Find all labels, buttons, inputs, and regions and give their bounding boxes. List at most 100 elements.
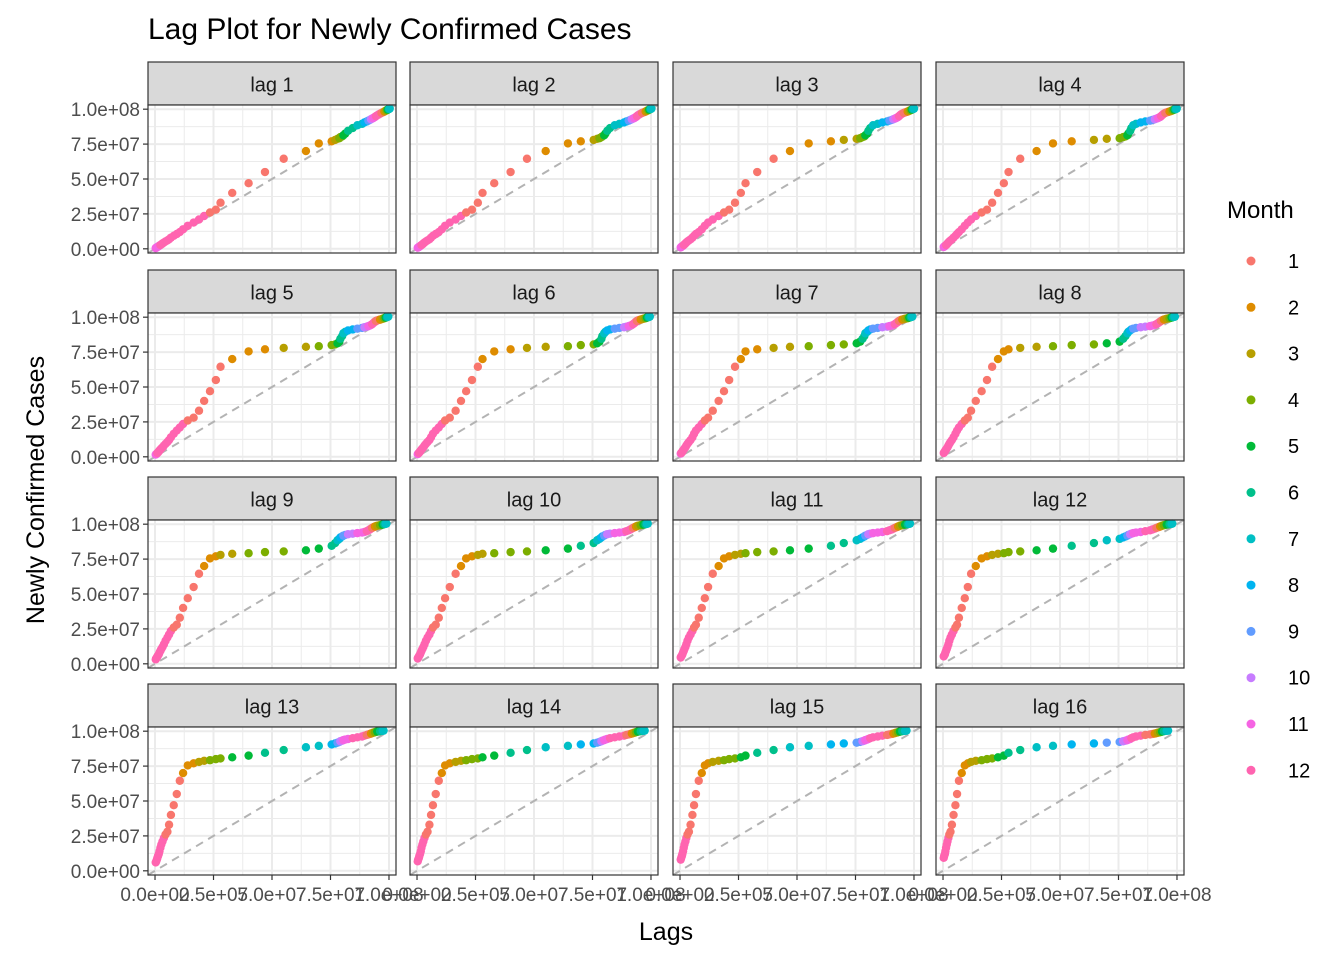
data-point: [708, 406, 717, 415]
x-tick-label: 1.0e+08: [879, 885, 948, 906]
data-point: [199, 396, 209, 406]
facet-strip: [935, 61, 1185, 106]
legend-label: 7: [1288, 529, 1299, 551]
data-point: [1102, 536, 1111, 545]
x-tick-label: 7.5e+07: [1084, 885, 1153, 906]
data-point: [1102, 738, 1111, 747]
data-point: [957, 768, 966, 778]
data-point: [724, 205, 734, 214]
facet-strip-label: lag 12: [1033, 490, 1088, 512]
data-point: [952, 789, 962, 799]
data-point: [689, 800, 699, 810]
data-point: [804, 139, 813, 148]
x-tick-label: 0.0e+00: [908, 885, 977, 906]
y-tick-label: 7.5e+07: [71, 550, 140, 571]
data-point: [1102, 134, 1111, 143]
reference-line: [672, 519, 922, 669]
data-point: [1032, 342, 1041, 351]
legend-item-8: 8: [1246, 575, 1299, 597]
data-point: [947, 820, 957, 829]
x-tick-label: 7.5e+07: [296, 885, 365, 906]
data-point: [260, 345, 270, 354]
facet-panel-lag-12: lag 12: [935, 476, 1185, 669]
data-point: [451, 406, 460, 415]
x-tick-label: 0.0e+00: [645, 885, 714, 906]
data-point: [166, 810, 176, 820]
data-point: [714, 396, 723, 406]
facet-panel-lag-4: lag 4: [935, 61, 1185, 254]
data-points: [151, 519, 391, 664]
data-point: [522, 343, 532, 353]
data-point: [382, 519, 391, 528]
legend-key: [1246, 256, 1256, 266]
facet-strip-label: lag 9: [250, 490, 293, 512]
data-point: [905, 519, 915, 528]
panel-border: [672, 312, 922, 462]
facet-strip: [935, 476, 1185, 521]
legend-label: 1: [1288, 251, 1299, 273]
legend-label: 5: [1288, 436, 1299, 458]
data-point: [954, 613, 964, 622]
data-point: [982, 205, 992, 214]
y-tick-label: 7.5e+07: [71, 343, 140, 364]
data-point: [1067, 740, 1076, 749]
data-point: [691, 620, 701, 629]
data-point: [301, 546, 311, 555]
data-point: [753, 345, 762, 354]
data-point: [1016, 745, 1025, 755]
data-point: [1048, 139, 1058, 148]
data-point: [993, 354, 1003, 364]
data-point: [490, 347, 499, 356]
facet-strip: [409, 269, 659, 314]
data-point: [228, 354, 237, 364]
reference-line: [672, 104, 922, 254]
legend-item-10: 10: [1246, 668, 1310, 690]
facet-strip-label: lag 15: [770, 697, 825, 719]
legend-item-11: 11: [1246, 714, 1309, 736]
data-point: [1048, 544, 1058, 553]
y-tick-label: 1.0e+08: [71, 722, 140, 743]
data-points: [151, 312, 393, 459]
data-point: [189, 582, 198, 592]
legend-item-7: 7: [1246, 529, 1299, 551]
legend-label: 12: [1288, 760, 1310, 782]
data-points: [151, 104, 394, 253]
data-point: [205, 386, 215, 396]
facet-panel-lag-3: lag 3: [672, 61, 922, 254]
data-points: [939, 312, 1180, 458]
data-points: [676, 519, 915, 662]
facet-panel-lag-14: lag 14 0.0e+002.5e+075.0e+077.5e+071.0e+0…: [382, 683, 686, 906]
data-point: [522, 547, 532, 556]
reference-line: [147, 726, 397, 876]
legend-title: Month: [1227, 197, 1294, 224]
gridlines: [936, 520, 1184, 668]
data-point: [785, 546, 795, 555]
data-point: [478, 354, 487, 364]
data-point: [730, 362, 740, 371]
data-point: [963, 582, 973, 592]
x-axis: 0.0e+002.5e+075.0e+077.5e+071.0e+08: [120, 875, 424, 906]
data-point: [478, 753, 487, 762]
facet-panel-lag-9: lag 9 0.0e+00 2.5e+07 5.0e+07 7.5e+07 1.0e+08: [71, 476, 397, 676]
reference-line: [409, 104, 659, 254]
data-point: [211, 375, 221, 385]
data-point: [839, 538, 848, 548]
facet-panel-lag-2: lag 2: [409, 61, 659, 254]
x-tick-label: 2.5e+07: [441, 885, 510, 906]
panel-border: [935, 104, 1185, 254]
data-point: [694, 613, 703, 622]
data-point: [279, 547, 288, 556]
data-point: [697, 768, 706, 778]
data-point: [741, 347, 750, 356]
data-point: [1067, 541, 1076, 551]
data-point: [946, 827, 955, 836]
facet-strip-label: lag 14: [507, 697, 562, 719]
x-tick-label: 7.5e+07: [558, 885, 627, 906]
data-point: [576, 340, 585, 350]
data-point: [301, 743, 311, 752]
legend-label: 10: [1288, 668, 1310, 690]
data-point: [164, 820, 174, 829]
data-point: [175, 613, 185, 622]
legend-label: 11: [1288, 714, 1309, 736]
